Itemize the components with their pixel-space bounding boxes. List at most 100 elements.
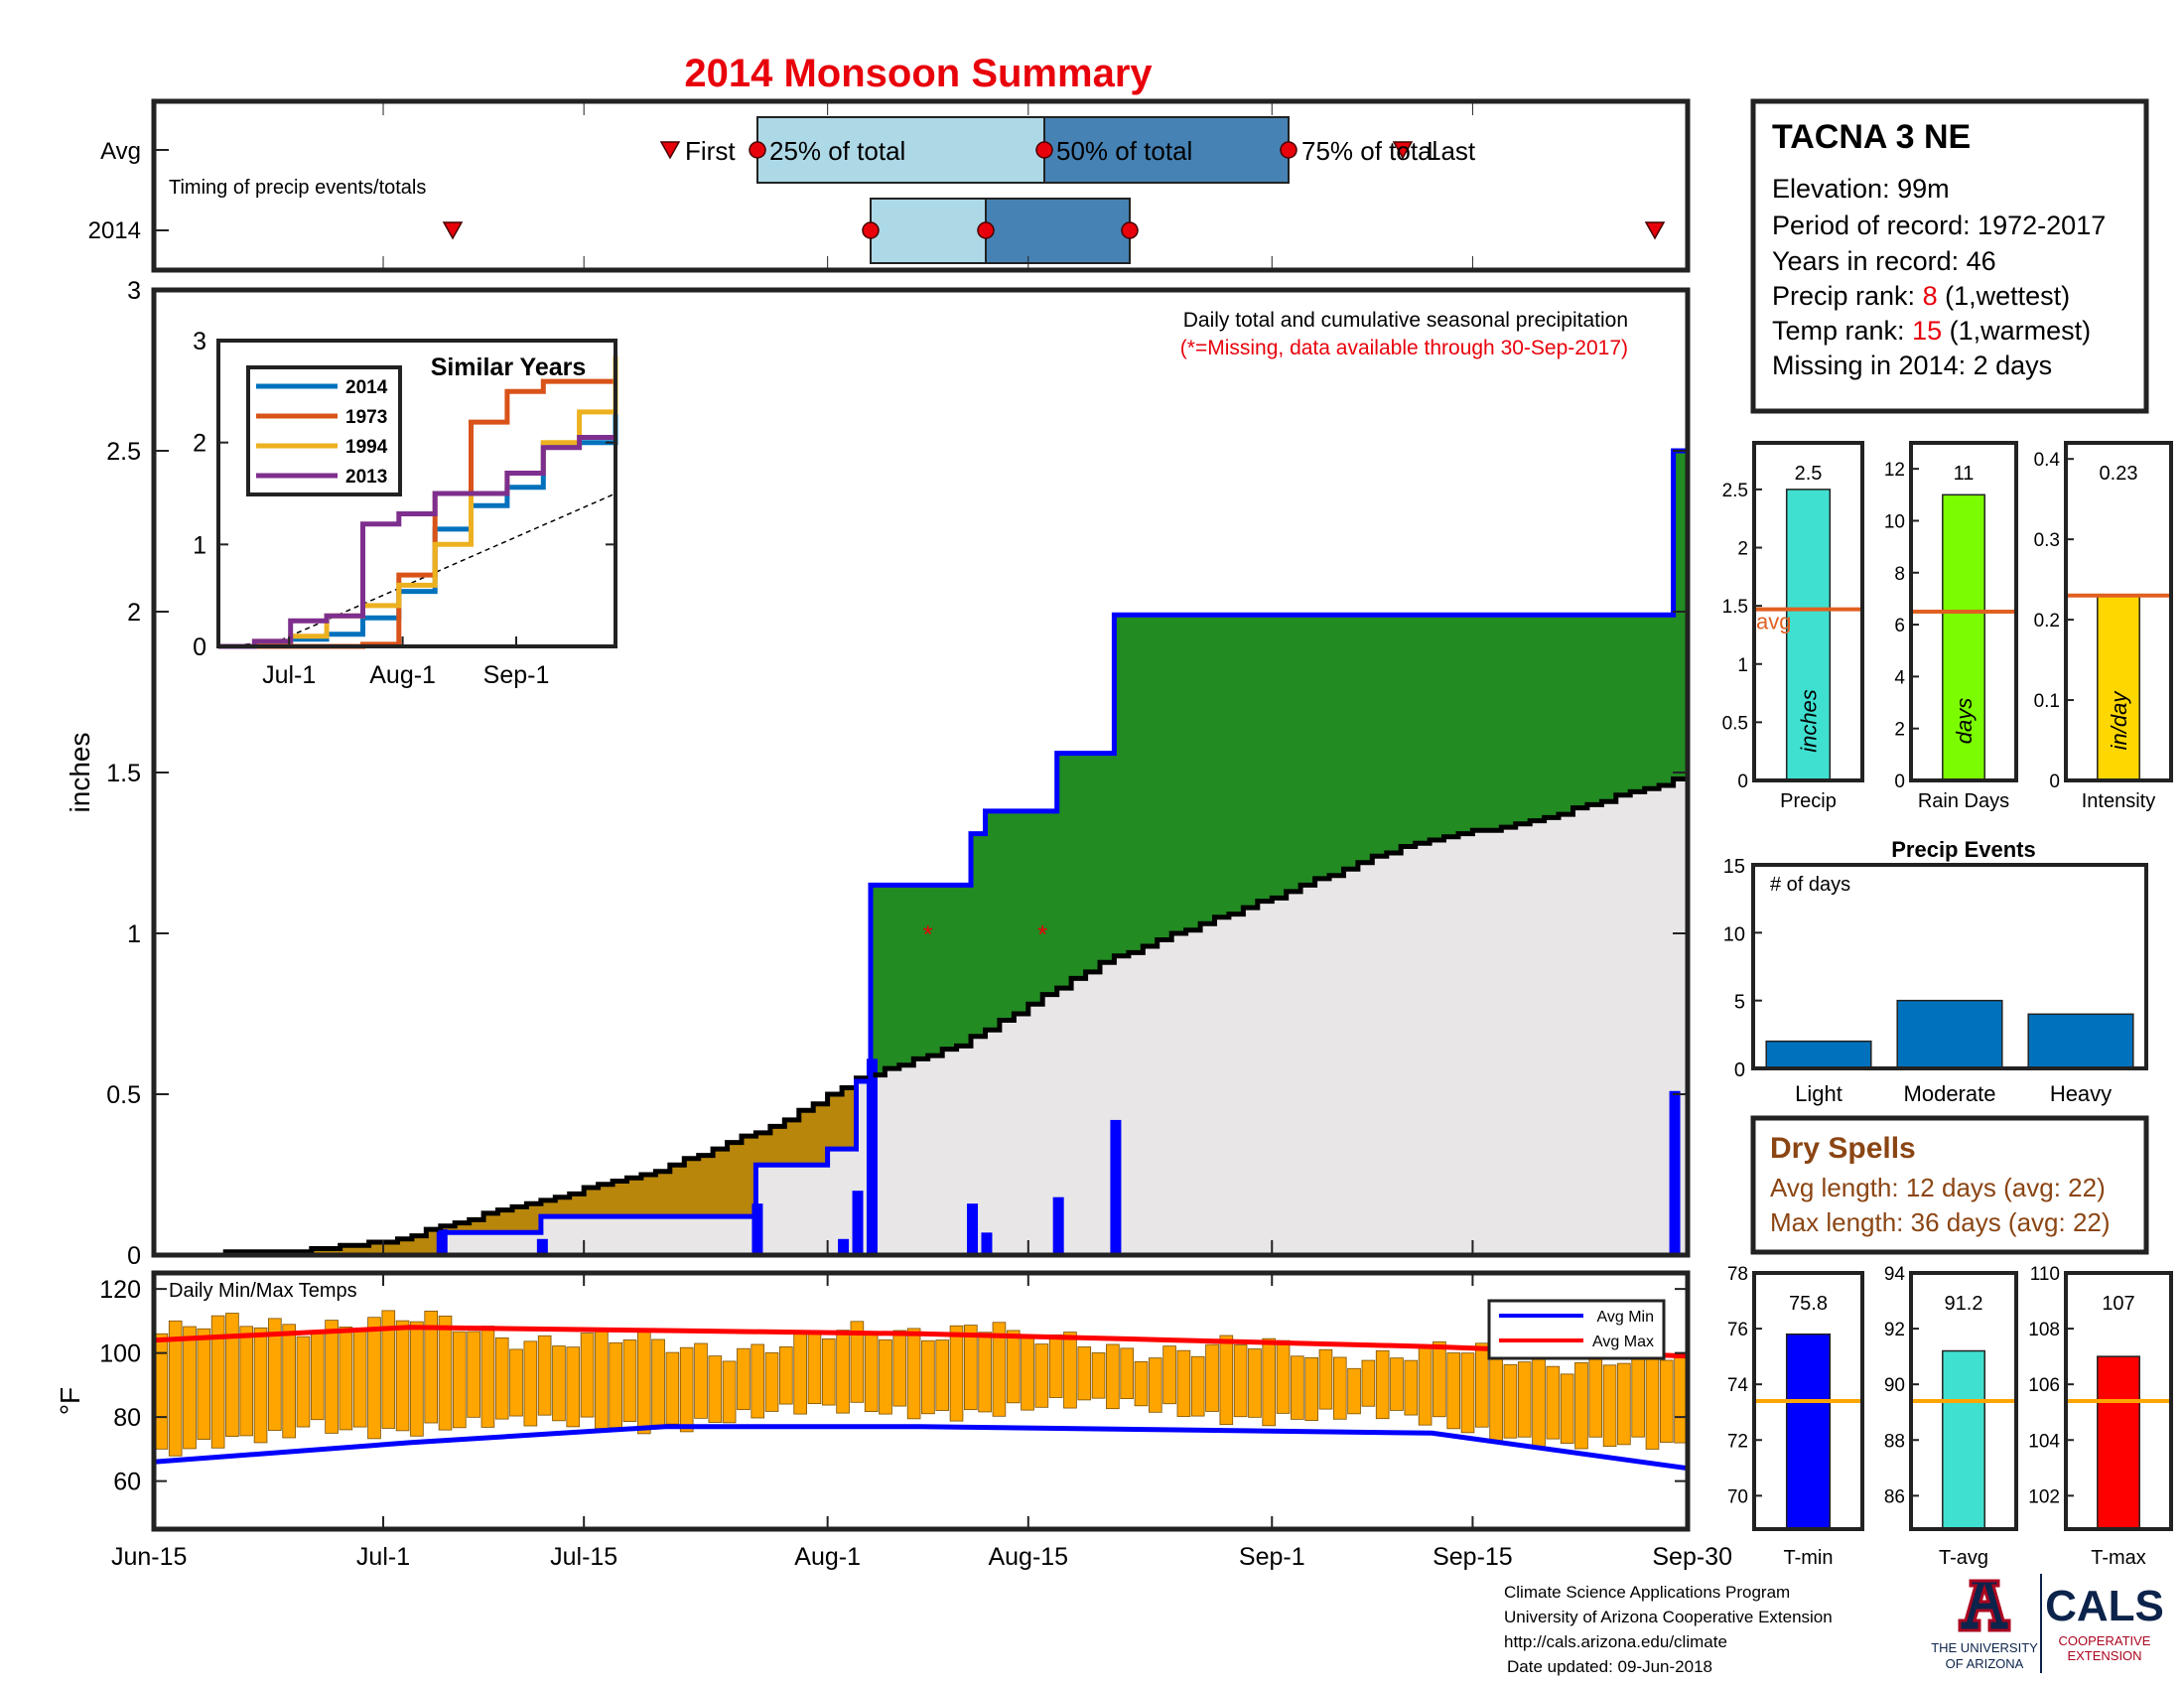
daily-temp-bar — [1375, 1349, 1390, 1420]
daily-temp-bar — [850, 1321, 865, 1403]
x-tick-label: Sep-15 — [1433, 1543, 1513, 1571]
daily-temp-bar — [197, 1328, 211, 1440]
temps-legend-box — [1487, 1299, 1666, 1360]
inset-legend-label: 1973 — [345, 407, 387, 428]
dry-spells-avg-length: Avg length: 12 days (avg: 22) — [1770, 1173, 2106, 1202]
timing-event-marker — [659, 141, 681, 160]
event-category-label: Heavy — [2050, 1081, 2112, 1106]
daily-temp-bar — [722, 1360, 737, 1424]
daily-temp-bar — [268, 1318, 282, 1431]
timing-avg-box-50-75 — [1043, 116, 1290, 184]
timing-percentile-marker — [1280, 141, 1297, 159]
timing-event-marker — [1392, 141, 1414, 160]
x-tick-label: Jul-1 — [356, 1543, 410, 1571]
daily-temp-bar — [1134, 1361, 1149, 1407]
daily-temp-bar — [793, 1330, 807, 1415]
summary-bar — [1942, 1349, 1985, 1530]
station-frame — [1750, 98, 2149, 414]
station-elevation: Elevation: 99m — [1772, 174, 1950, 204]
daily-precip-bar — [1669, 1090, 1681, 1255]
station-name: TACNA 3 NE — [1772, 118, 1971, 156]
similar-years-inset: 0 1 2 3 Jul-1 Aug-1 Sep-1 Similar Years 2014 19… — [193, 328, 618, 689]
daily-precip-bar — [1052, 1196, 1064, 1255]
daily-temp-bar — [622, 1339, 637, 1423]
daily-temp-bar — [1106, 1343, 1120, 1410]
x-tick-label: Sep-30 — [1652, 1543, 1732, 1571]
station-info-box: TACNA 3 NE Elevation: 99m Period of reco… — [1750, 98, 2149, 414]
daily-temp-bar — [949, 1325, 964, 1422]
summary-value-label: 75.8 — [1789, 1293, 1828, 1315]
timing-caption: Timing of precip events/totals — [169, 177, 426, 199]
daily-temp-bar — [1347, 1367, 1361, 1415]
daily-temp-bar — [1205, 1343, 1219, 1412]
summary-y-tick-label: 78 — [1727, 1264, 1748, 1285]
daily-temp-bar — [1077, 1346, 1092, 1401]
summary-y-tick-label: 0 — [1737, 772, 1748, 792]
timing-label-25: 25% of total — [769, 136, 905, 166]
daily-temp-bar — [1304, 1356, 1318, 1421]
daily-temp-bar — [424, 1311, 439, 1424]
precip-rank-prefix: Precip rank: — [1772, 281, 1923, 311]
precip-y-tick-label: 2 — [127, 599, 141, 627]
summary-y-tick-label: 104 — [2028, 1431, 2060, 1452]
daily-temp-bar — [964, 1325, 978, 1411]
daily-temp-bar — [552, 1345, 566, 1422]
events-y-tick-label: 5 — [1734, 992, 1745, 1014]
daily-temp-bar — [807, 1331, 822, 1404]
timing-percentile-marker — [1121, 221, 1139, 239]
summary-y-tick-label: 4 — [1894, 667, 1905, 688]
timing-event-marker — [442, 221, 464, 240]
events-y-tick-label: 0 — [1734, 1059, 1745, 1081]
x-tick-label: Aug-1 — [794, 1543, 861, 1571]
daily-temp-bar — [395, 1320, 410, 1432]
summary-x-label: Rain Days — [1918, 790, 2009, 812]
surplus-fill — [870, 451, 1688, 1075]
inset-x-tick-label: Aug-1 — [369, 661, 436, 689]
daily-temp-bar — [737, 1347, 751, 1411]
daily-temp-bar — [253, 1327, 268, 1444]
temps-frame — [151, 1270, 1691, 1532]
station-precip-rank: Precip rank: 8 (1,wettest) — [1772, 281, 2070, 311]
daily-temp-bar — [1276, 1339, 1291, 1414]
daily-temp-bar — [339, 1327, 353, 1431]
daily-temp-bar — [352, 1331, 367, 1428]
daily-temp-bar — [523, 1340, 538, 1427]
daily-temp-bar — [1048, 1334, 1063, 1398]
inset-legend-label: 1994 — [345, 437, 388, 458]
summary-y-tick-label: 86 — [1884, 1486, 1905, 1507]
summary-y-tick-label: 108 — [2028, 1320, 2060, 1340]
daily-temp-bar — [1021, 1336, 1034, 1411]
summary-y-tick-label: 72 — [1727, 1431, 1748, 1452]
event-bar — [1765, 1040, 1872, 1069]
timing-avg-box-25-50 — [756, 116, 1045, 184]
daily-temp-bar — [325, 1320, 339, 1434]
avg-min-line — [153, 1424, 1689, 1472]
summary-bar — [1785, 489, 1832, 781]
daily-temp-bar — [1475, 1342, 1489, 1428]
daily-temp-bar — [183, 1326, 197, 1450]
precip-caption: Daily total and cumulative seasonal prec… — [1183, 309, 1628, 332]
daily-temp-bar — [1034, 1343, 1049, 1408]
avg-max-line — [153, 1325, 1689, 1359]
daily-temp-bar — [509, 1348, 523, 1417]
daily-temp-bar — [1219, 1335, 1234, 1426]
daily-temp-bar — [708, 1355, 723, 1423]
daily-precip-bar — [967, 1203, 979, 1255]
x-tick-label: Jun-15 — [111, 1543, 187, 1571]
daily-temp-bar — [595, 1331, 609, 1430]
timing-label-75: 75% of total — [1301, 136, 1437, 166]
x-axis-labels: Jun-15 Jul-1 Jul-15 Aug-1 Aug-15 Sep-1 Sep-15 S… — [111, 1543, 1732, 1571]
daily-temp-bar — [935, 1339, 950, 1411]
summary-frame — [1752, 1271, 1864, 1531]
precip-y-tick-label: 2.5 — [106, 438, 141, 466]
daily-temp-bar — [1404, 1359, 1419, 1416]
station-temp-rank: Temp rank: 15 (1,warmest) — [1772, 316, 2091, 346]
inset-legend-label: 2013 — [345, 467, 387, 488]
event-category-label: Light — [1795, 1081, 1843, 1106]
cals-logo: CALS — [2045, 1582, 2164, 1630]
temps-y-tick-label: 80 — [113, 1404, 141, 1432]
daily-precip-bar — [536, 1238, 548, 1255]
daily-temp-bar — [1588, 1355, 1603, 1438]
daily-temp-bar — [296, 1336, 311, 1428]
